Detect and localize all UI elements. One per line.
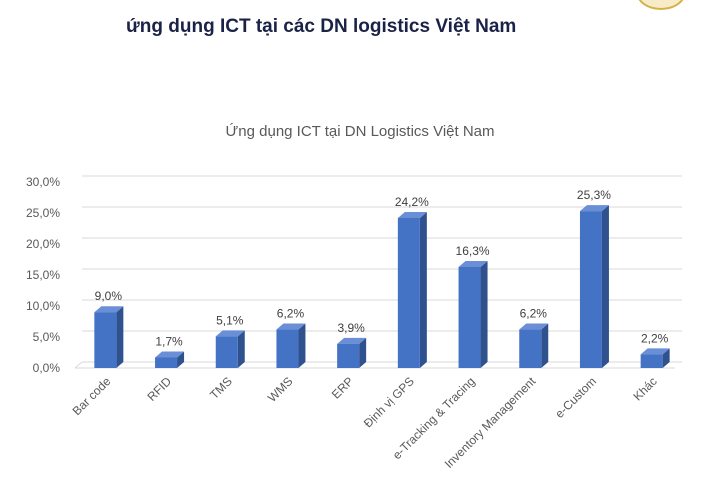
y-tick-label: 0,0% xyxy=(33,361,61,375)
bar-top xyxy=(579,205,609,212)
x-tick-label: TMS xyxy=(207,374,235,402)
bar-front xyxy=(215,336,238,368)
bar-top xyxy=(640,348,670,355)
data-label: 9,0% xyxy=(95,289,123,303)
bar-front xyxy=(337,343,360,368)
bar-side xyxy=(662,348,670,368)
data-label: 6,2% xyxy=(520,307,548,321)
bar-front xyxy=(579,211,602,368)
data-label: 1,7% xyxy=(155,334,183,348)
y-tick-label: 25,0% xyxy=(26,206,60,220)
x-axis-labels: Bar code RFID TMS WMS ERP Định vị GPSe-Tracki… xyxy=(70,374,660,471)
data-label: 3,9% xyxy=(337,321,365,335)
bar-front xyxy=(458,266,481,368)
bar-top xyxy=(155,351,185,358)
bar: 6,2% xyxy=(276,307,306,368)
y-tick-label: 10,0% xyxy=(26,299,60,313)
data-label: 5,1% xyxy=(216,313,244,327)
x-tick-label: WMS xyxy=(265,374,296,405)
data-label: 24,2% xyxy=(395,195,429,209)
bar: 5,1% xyxy=(215,313,245,368)
y-axis-ticks: 0,0% 5,0% 10,0% 15,0% 20,0% 25,0% 30,0% xyxy=(26,175,60,375)
data-label: 25,3% xyxy=(577,188,611,202)
data-label: 6,2% xyxy=(277,307,305,321)
bar-front xyxy=(519,329,542,368)
x-tick-label: Bar code xyxy=(70,374,114,418)
page-heading: ứng dụng ICT tại các DN logistics Việt N… xyxy=(126,16,517,37)
x-tick-label: ERP xyxy=(329,374,356,401)
bars: 9,0% 1,7% 5,1% 6,2% 3,9% 24,2% 16,3% 6,2% 25,3% 2… xyxy=(94,188,670,368)
bar-top xyxy=(397,211,427,218)
bar-front xyxy=(94,312,117,368)
y-tick-label: 15,0% xyxy=(26,268,60,282)
chart-title: Ứng dụng ICT tại DN Logistics Việt Nam xyxy=(225,123,494,140)
x-tick-label: RFID xyxy=(144,374,174,404)
bar-front xyxy=(397,217,420,368)
bar-top xyxy=(458,260,488,267)
bar-side xyxy=(116,306,124,368)
bar: 24,2% xyxy=(395,195,429,368)
bar: 25,3% xyxy=(577,188,611,368)
bar-front xyxy=(155,357,178,368)
bar-top xyxy=(215,330,245,337)
bar-side xyxy=(237,330,245,368)
bar-side xyxy=(601,205,609,368)
bar-front xyxy=(640,354,663,368)
bar-side xyxy=(541,323,549,368)
bar: 16,3% xyxy=(456,244,490,368)
y-tick-label: 5,0% xyxy=(33,330,61,344)
bar-side xyxy=(298,323,306,368)
bar-top xyxy=(94,306,124,313)
x-tick-label: Định vị GPS xyxy=(361,374,417,430)
bar-top xyxy=(337,337,367,344)
bar: 9,0% xyxy=(94,289,124,368)
y-tick-label: 20,0% xyxy=(26,237,60,251)
x-tick-label: e-Custom xyxy=(552,374,599,421)
x-tick-label: Khác xyxy=(631,374,660,403)
bar: 1,7% xyxy=(155,334,185,368)
bar: 3,9% xyxy=(337,321,367,368)
bar: 2,2% xyxy=(640,331,670,368)
bar-side xyxy=(480,260,488,368)
bar-side xyxy=(419,211,427,368)
bar: 6,2% xyxy=(519,307,549,368)
bar-side xyxy=(359,337,367,368)
y-tick-label: 30,0% xyxy=(26,175,60,189)
bar-side xyxy=(177,351,185,368)
data-label: 2,2% xyxy=(641,331,669,345)
bar-top xyxy=(276,323,306,330)
bar-top xyxy=(519,323,549,330)
bar-front xyxy=(276,329,299,368)
data-label: 16,3% xyxy=(456,244,490,258)
x-axis-floor-depth xyxy=(74,361,83,369)
